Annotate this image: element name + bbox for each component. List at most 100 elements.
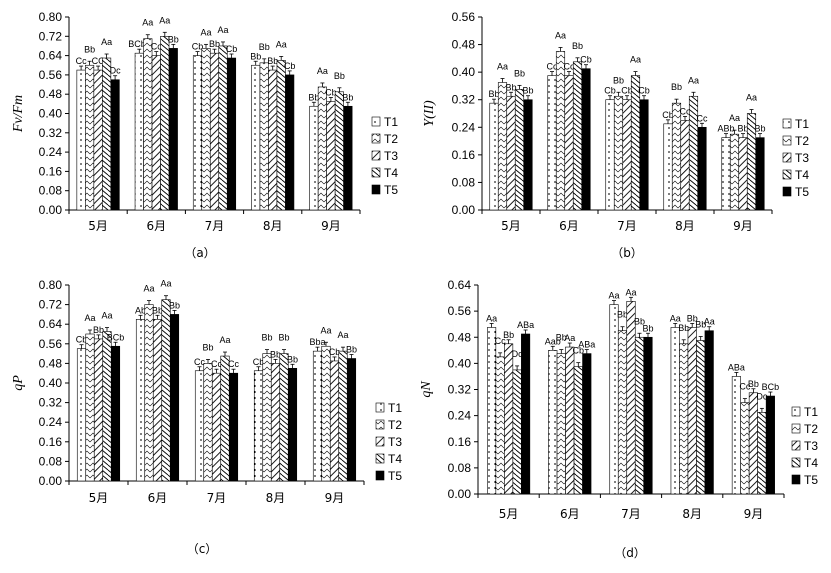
- y-tick-label: 0.16: [448, 435, 472, 449]
- bar-t2-4: [679, 343, 689, 495]
- y-tick-label: 0.00: [448, 487, 472, 501]
- bar-t5-1: [521, 333, 531, 495]
- bar-t3-4: [268, 69, 278, 211]
- significance-label: Cb: [226, 44, 238, 54]
- significance-label: Cb: [604, 86, 616, 96]
- bar-t1-2: [135, 318, 146, 482]
- legend-label-t3: T3: [384, 149, 398, 163]
- bar-t1-5: [309, 105, 319, 211]
- legend-label-t4: T4: [795, 168, 809, 182]
- bar-t4-1: [102, 331, 112, 482]
- significance-label: Cb: [76, 335, 88, 345]
- bar-t5-3: [639, 99, 649, 211]
- bar-t4-2: [161, 299, 171, 482]
- y-tick-label: 0.16: [39, 164, 63, 178]
- panel-caption: （a）: [184, 246, 215, 260]
- significance-label: Dc: [512, 349, 523, 359]
- significance-label: Cb: [573, 346, 585, 356]
- y-tick-label: 0.64: [448, 278, 472, 292]
- y-tick-label: 0.00: [39, 203, 63, 217]
- bar-t5-1: [110, 79, 120, 211]
- significance-label: ABa: [728, 362, 745, 372]
- legend-swatch-t5: [782, 186, 792, 197]
- bar-t1-2: [547, 75, 557, 211]
- significance-label: Cb: [284, 61, 296, 71]
- significance-label: Bba: [309, 337, 325, 347]
- x-tick-label: 8月: [266, 491, 286, 505]
- legend-label-t2: T2: [804, 422, 818, 436]
- y-tick-label: 0.48: [39, 356, 63, 370]
- significance-label: Aa: [729, 113, 740, 123]
- x-tick-label: 6月: [560, 507, 580, 521]
- significance-label: Bb: [287, 354, 298, 364]
- significance-label: Aa: [217, 25, 228, 35]
- bar-t2-1: [85, 64, 95, 211]
- significance-label: ABa: [517, 320, 534, 330]
- significance-label: Bb: [267, 56, 278, 66]
- significance-label: Bb: [270, 349, 281, 359]
- significance-label: Cc: [697, 113, 708, 123]
- bar-t3-3: [626, 301, 636, 495]
- significance-label: Bb: [671, 82, 682, 92]
- y-tick-label: 0.08: [39, 184, 63, 198]
- significance-label: Bb: [634, 316, 645, 326]
- y-tick-label: 0.64: [39, 317, 63, 331]
- bar-t1-1: [76, 348, 87, 482]
- x-tick-label: 7月: [621, 507, 641, 521]
- legend-label-t4: T4: [388, 452, 402, 466]
- y-tick-label: 0.24: [39, 145, 63, 159]
- significance-label: Aa: [317, 66, 328, 76]
- significance-label: CC: [92, 56, 105, 66]
- significance-label: Cc: [547, 62, 558, 72]
- bar-t2-2: [143, 38, 153, 211]
- legend-label-t2: T2: [384, 132, 398, 146]
- bar-t1-5: [721, 137, 731, 211]
- x-tick-label: 6月: [148, 491, 168, 505]
- significance-label: Bb: [308, 92, 319, 102]
- bar-t1-5: [731, 376, 741, 495]
- legend-swatch-t2: [371, 133, 381, 144]
- significance-label: Aa: [630, 55, 641, 65]
- bar-t2-3: [613, 95, 624, 211]
- bar-t5-5: [755, 137, 765, 211]
- bar-t2-5: [740, 402, 750, 495]
- significance-label: Bb: [488, 89, 499, 99]
- legend-swatch-t4: [375, 453, 385, 464]
- significance-label: Aa: [159, 15, 170, 25]
- panel-caption: （b）: [611, 246, 643, 260]
- y-tick-label: 0.32: [39, 126, 63, 140]
- significance-label: Bb: [556, 333, 567, 343]
- bar-t3-3: [211, 372, 222, 482]
- x-tick-label: 5月: [501, 219, 521, 233]
- bar-t5-2: [582, 353, 592, 495]
- bar-t1-5: [312, 350, 323, 482]
- significance-label: Cc: [495, 336, 506, 346]
- legend-swatch-t1: [782, 118, 792, 129]
- legend-label-t3: T3: [795, 151, 809, 165]
- significance-label: BCb: [107, 332, 125, 342]
- y-tick-label: 0.72: [39, 29, 63, 43]
- significance-label: Aa: [670, 313, 681, 323]
- bar-t4-5: [334, 91, 344, 211]
- bar-t3-2: [151, 55, 161, 211]
- legend-label-t1: T1: [388, 401, 402, 415]
- significance-label: Cc: [76, 56, 87, 66]
- significance-label: Bb: [346, 345, 357, 355]
- legend-swatch-t3: [791, 440, 801, 451]
- y-tick-label: 0.24: [448, 409, 472, 423]
- bar-t5-5: [346, 358, 357, 482]
- y-tick-label: 0.08: [452, 175, 476, 189]
- chart-panel-3: 0.00 0.08 0.16 0.24 0.32 0.40 0.48 0.56 0.64 0.72…: [11, 278, 402, 556]
- legend-label-t5: T5: [384, 183, 398, 197]
- significance-label: Bb: [334, 71, 345, 81]
- significance-label: Aa: [688, 75, 699, 85]
- panel-caption: （d）: [614, 546, 646, 560]
- significance-label: Bb: [342, 92, 353, 102]
- legend-label-t3: T3: [388, 435, 402, 449]
- bar-t1-1: [489, 102, 499, 211]
- significance-label: Cb: [329, 347, 341, 357]
- bar-t1-4: [253, 370, 264, 482]
- bar-t1-3: [609, 304, 619, 495]
- x-tick-label: 5月: [89, 491, 109, 505]
